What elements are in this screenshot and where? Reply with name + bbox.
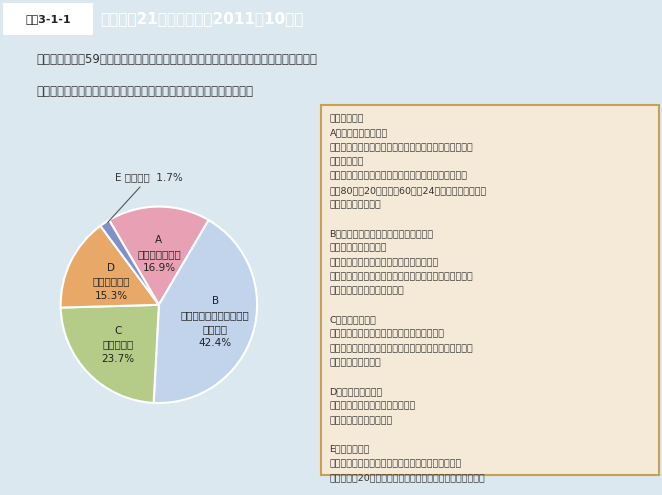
Bar	[3, 3, 93, 35]
Text: 有する人の増加: 有する人の増加	[330, 200, 381, 209]
Text: ９分野のうちの59項目の達成状況は、「目標値に達した」と「目標値に達していないが: ９分野のうちの59項目の達成状況は、「目標値に達した」と「目標値に達していないが	[36, 53, 317, 66]
Text: ・80歳で20歯以上、60歳で24歯以上の自分の歯を: ・80歳で20歯以上、60歳で24歯以上の自分の歯を	[330, 186, 487, 195]
Wedge shape	[61, 305, 159, 403]
Text: ・糖尿病合併症の減少: ・糖尿病合併症の減少	[330, 416, 393, 425]
Text: A（目標値に達した）: A（目標値に達した）	[330, 129, 388, 138]
Text: B（目標値に達していないが改善傾向）: B（目標値に達していないが改善傾向）	[330, 229, 434, 238]
Text: ・高脂血症の減少: ・高脂血症の減少	[330, 358, 381, 367]
Text: ・高齢者で外出について積極的態度をもつ人の増加: ・高齢者で外出について積極的態度をもつ人の増加	[330, 172, 467, 181]
Wedge shape	[109, 206, 209, 305]
Text: ・特定健康診査・特定保健指導の受診者数の向上: ・特定健康診査・特定保健指導の受診者数の向上	[330, 459, 462, 468]
Text: ・メタボリックシンドロームの該当者・予備群の減少: ・メタボリックシンドロームの該当者・予備群の減少	[330, 344, 473, 353]
Text: （平成20年からの２か年のデータに限定されたため）: （平成20年からの２か年のデータに限定されたため）	[330, 473, 485, 482]
Text: C
変わらない
23.7%: C 変わらない 23.7%	[101, 326, 134, 364]
Text: 健康日本21の最終評価（2011年10月）: 健康日本21の最終評価（2011年10月）	[100, 11, 303, 27]
Text: D
悪化している
15.3%: D 悪化している 15.3%	[93, 263, 130, 300]
Text: 合の増加: 合の増加	[330, 157, 364, 166]
Text: 改善傾向にある」を合わせ、全体の約６割で一定の改善がみられた。: 改善傾向にある」を合わせ、全体の約６割で一定の改善がみられた。	[36, 85, 254, 98]
Text: ・メタボリックシンドロームを認知している国民の割: ・メタボリックシンドロームを認知している国民の割	[330, 143, 473, 152]
Text: A
目標値に達した
16.9%: A 目標値に達した 16.9%	[137, 235, 181, 273]
Wedge shape	[154, 220, 257, 403]
Text: 【主な項目】: 【主な項目】	[330, 114, 364, 123]
Text: ・糖尿病やがん検診の促進: ・糖尿病やがん検診の促進	[330, 287, 404, 296]
Text: ・喫煙が及ぼす健康影響についての十分な知識の普及: ・喫煙が及ぼす健康影響についての十分な知識の普及	[330, 272, 473, 281]
Text: ・自殺者の減少、多量に飲酒する人の減少: ・自殺者の減少、多量に飲酒する人の減少	[330, 330, 444, 339]
Text: ・意識的に運動を心がけている人の増加: ・意識的に運動を心がけている人の増加	[330, 258, 439, 267]
Wedge shape	[101, 220, 159, 305]
Text: ・食塩摂取量の減少: ・食塩摂取量の減少	[330, 244, 387, 252]
Text: 図表3-1-1: 図表3-1-1	[25, 14, 71, 24]
Text: C（変わらない）: C（変わらない）	[330, 315, 377, 324]
Wedge shape	[61, 226, 159, 307]
Text: ・日常生活における歩数の増加: ・日常生活における歩数の増加	[330, 401, 416, 410]
Text: E 評価困難  1.7%: E 評価困難 1.7%	[108, 172, 183, 222]
Text: B
目標値に達していないが
改善傾向
42.4%: B 目標値に達していないが 改善傾向 42.4%	[181, 296, 250, 348]
Text: E（評価困難）: E（評価困難）	[330, 445, 370, 453]
Text: D（悪化している）: D（悪化している）	[330, 387, 383, 396]
